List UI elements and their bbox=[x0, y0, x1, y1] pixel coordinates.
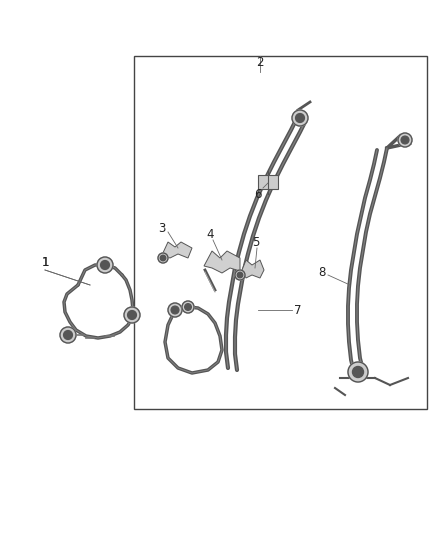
Circle shape bbox=[158, 253, 168, 263]
Circle shape bbox=[127, 311, 136, 319]
Text: 5: 5 bbox=[252, 236, 260, 248]
Circle shape bbox=[185, 304, 191, 310]
Polygon shape bbox=[204, 251, 240, 273]
Circle shape bbox=[353, 367, 364, 377]
Polygon shape bbox=[162, 242, 192, 258]
Text: 1: 1 bbox=[41, 255, 49, 269]
Text: 7: 7 bbox=[294, 303, 302, 317]
Circle shape bbox=[182, 301, 194, 313]
Circle shape bbox=[160, 255, 166, 261]
Text: 1: 1 bbox=[41, 255, 49, 269]
Circle shape bbox=[168, 303, 182, 317]
Circle shape bbox=[60, 327, 76, 343]
Bar bbox=[134, 56, 427, 409]
Text: 4: 4 bbox=[206, 228, 214, 240]
Circle shape bbox=[171, 306, 179, 314]
Circle shape bbox=[237, 272, 243, 278]
Circle shape bbox=[124, 307, 140, 323]
Text: 3: 3 bbox=[158, 222, 166, 235]
Circle shape bbox=[398, 133, 412, 147]
Circle shape bbox=[401, 136, 409, 144]
Text: 6: 6 bbox=[254, 188, 262, 200]
Text: 8: 8 bbox=[318, 265, 326, 279]
Circle shape bbox=[348, 362, 368, 382]
Text: 2: 2 bbox=[256, 55, 264, 69]
Circle shape bbox=[101, 261, 110, 269]
Bar bbox=[258, 175, 278, 189]
Circle shape bbox=[292, 110, 308, 126]
Circle shape bbox=[64, 330, 72, 340]
Circle shape bbox=[296, 114, 304, 123]
Polygon shape bbox=[242, 260, 264, 278]
Circle shape bbox=[235, 270, 245, 280]
Circle shape bbox=[97, 257, 113, 273]
